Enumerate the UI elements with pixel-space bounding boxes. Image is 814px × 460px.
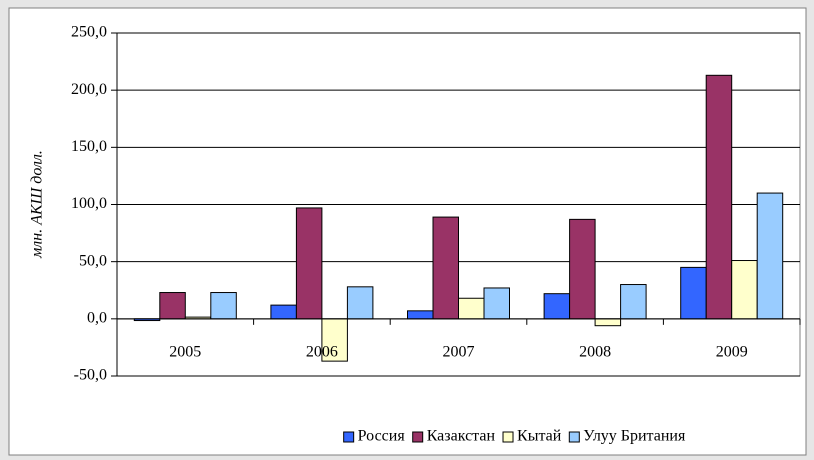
bar <box>680 266 707 320</box>
legend-label: Казакстан <box>427 428 496 445</box>
x-tick-label: 2008 <box>579 344 611 361</box>
bar <box>458 297 485 320</box>
y-tick-label: 250,0 <box>71 24 107 41</box>
legend-swatch <box>412 431 424 443</box>
y-tick-label: 100,0 <box>71 195 107 212</box>
x-tick-label: 2005 <box>169 344 201 361</box>
bar <box>432 216 459 320</box>
bar <box>295 207 323 320</box>
y-axis-label: млн. АКШ долл. <box>29 150 46 259</box>
legend-swatch <box>343 431 355 443</box>
legend-label: Улуу Британия <box>583 428 686 445</box>
bar <box>483 287 510 320</box>
x-tick-label: 2007 <box>443 344 475 361</box>
y-tick-label: 200,0 <box>71 81 107 98</box>
y-tick-label: 0,0 <box>87 310 107 327</box>
bar <box>210 292 237 320</box>
bar <box>731 260 758 320</box>
bar <box>620 284 647 320</box>
bar <box>159 292 186 320</box>
bar <box>270 304 297 320</box>
legend-swatch <box>502 431 514 443</box>
x-tick-label: 2006 <box>306 344 338 361</box>
bar <box>543 293 571 320</box>
bar <box>756 192 784 320</box>
bar <box>321 318 348 362</box>
legend-label: Россия <box>358 428 406 445</box>
y-tick-label: 50,0 <box>79 252 107 269</box>
bar <box>594 318 622 327</box>
legend-swatch <box>568 431 580 443</box>
x-tick-label: 2009 <box>716 344 748 361</box>
y-tick-label: -50,0 <box>74 367 107 384</box>
y-tick-label: 150,0 <box>71 138 107 155</box>
bar <box>346 286 374 320</box>
bar <box>407 310 434 320</box>
legend-label: Кытай <box>517 428 562 445</box>
bar <box>705 74 733 320</box>
bar <box>569 218 596 320</box>
